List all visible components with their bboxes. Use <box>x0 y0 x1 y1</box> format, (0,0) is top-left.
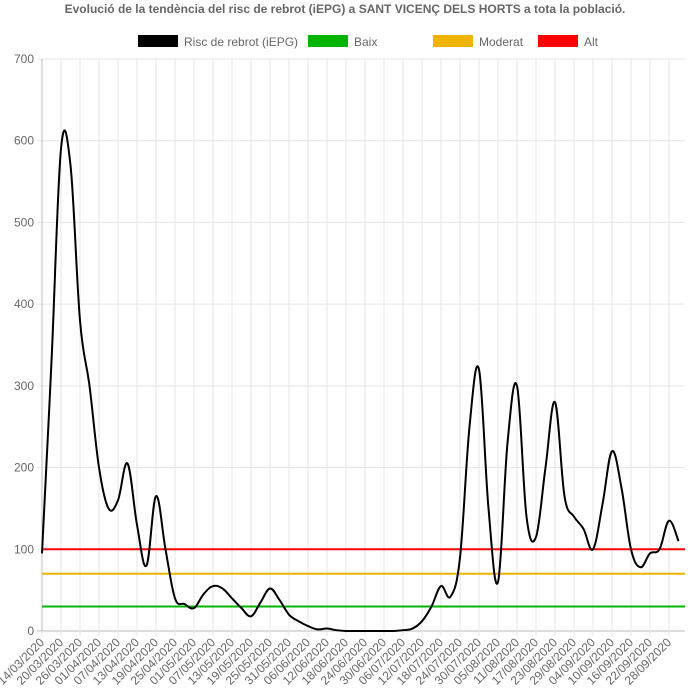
legend-swatch <box>138 35 178 47</box>
y-tick-label: 700 <box>14 52 34 66</box>
legend-label: Moderat <box>479 35 524 49</box>
chart-title: Evolució de la tendència del risc de reb… <box>65 2 626 16</box>
y-tick-label: 100 <box>14 542 34 556</box>
y-tick-label: 600 <box>14 134 34 148</box>
series-line <box>41 129 680 633</box>
y-tick-label: 500 <box>14 215 34 229</box>
y-tick-label: 300 <box>14 379 34 393</box>
legend-swatch <box>433 35 473 47</box>
legend-label: Risc de rebrot (iEPG) <box>184 35 298 49</box>
y-tick-label: 200 <box>14 461 34 475</box>
legend-swatch <box>538 35 578 47</box>
legend-label: Alt <box>584 35 599 49</box>
legend-label: Baix <box>354 35 377 49</box>
y-tick-label: 400 <box>14 297 34 311</box>
legend-swatch <box>308 35 348 47</box>
y-tick-label: 0 <box>27 624 34 638</box>
